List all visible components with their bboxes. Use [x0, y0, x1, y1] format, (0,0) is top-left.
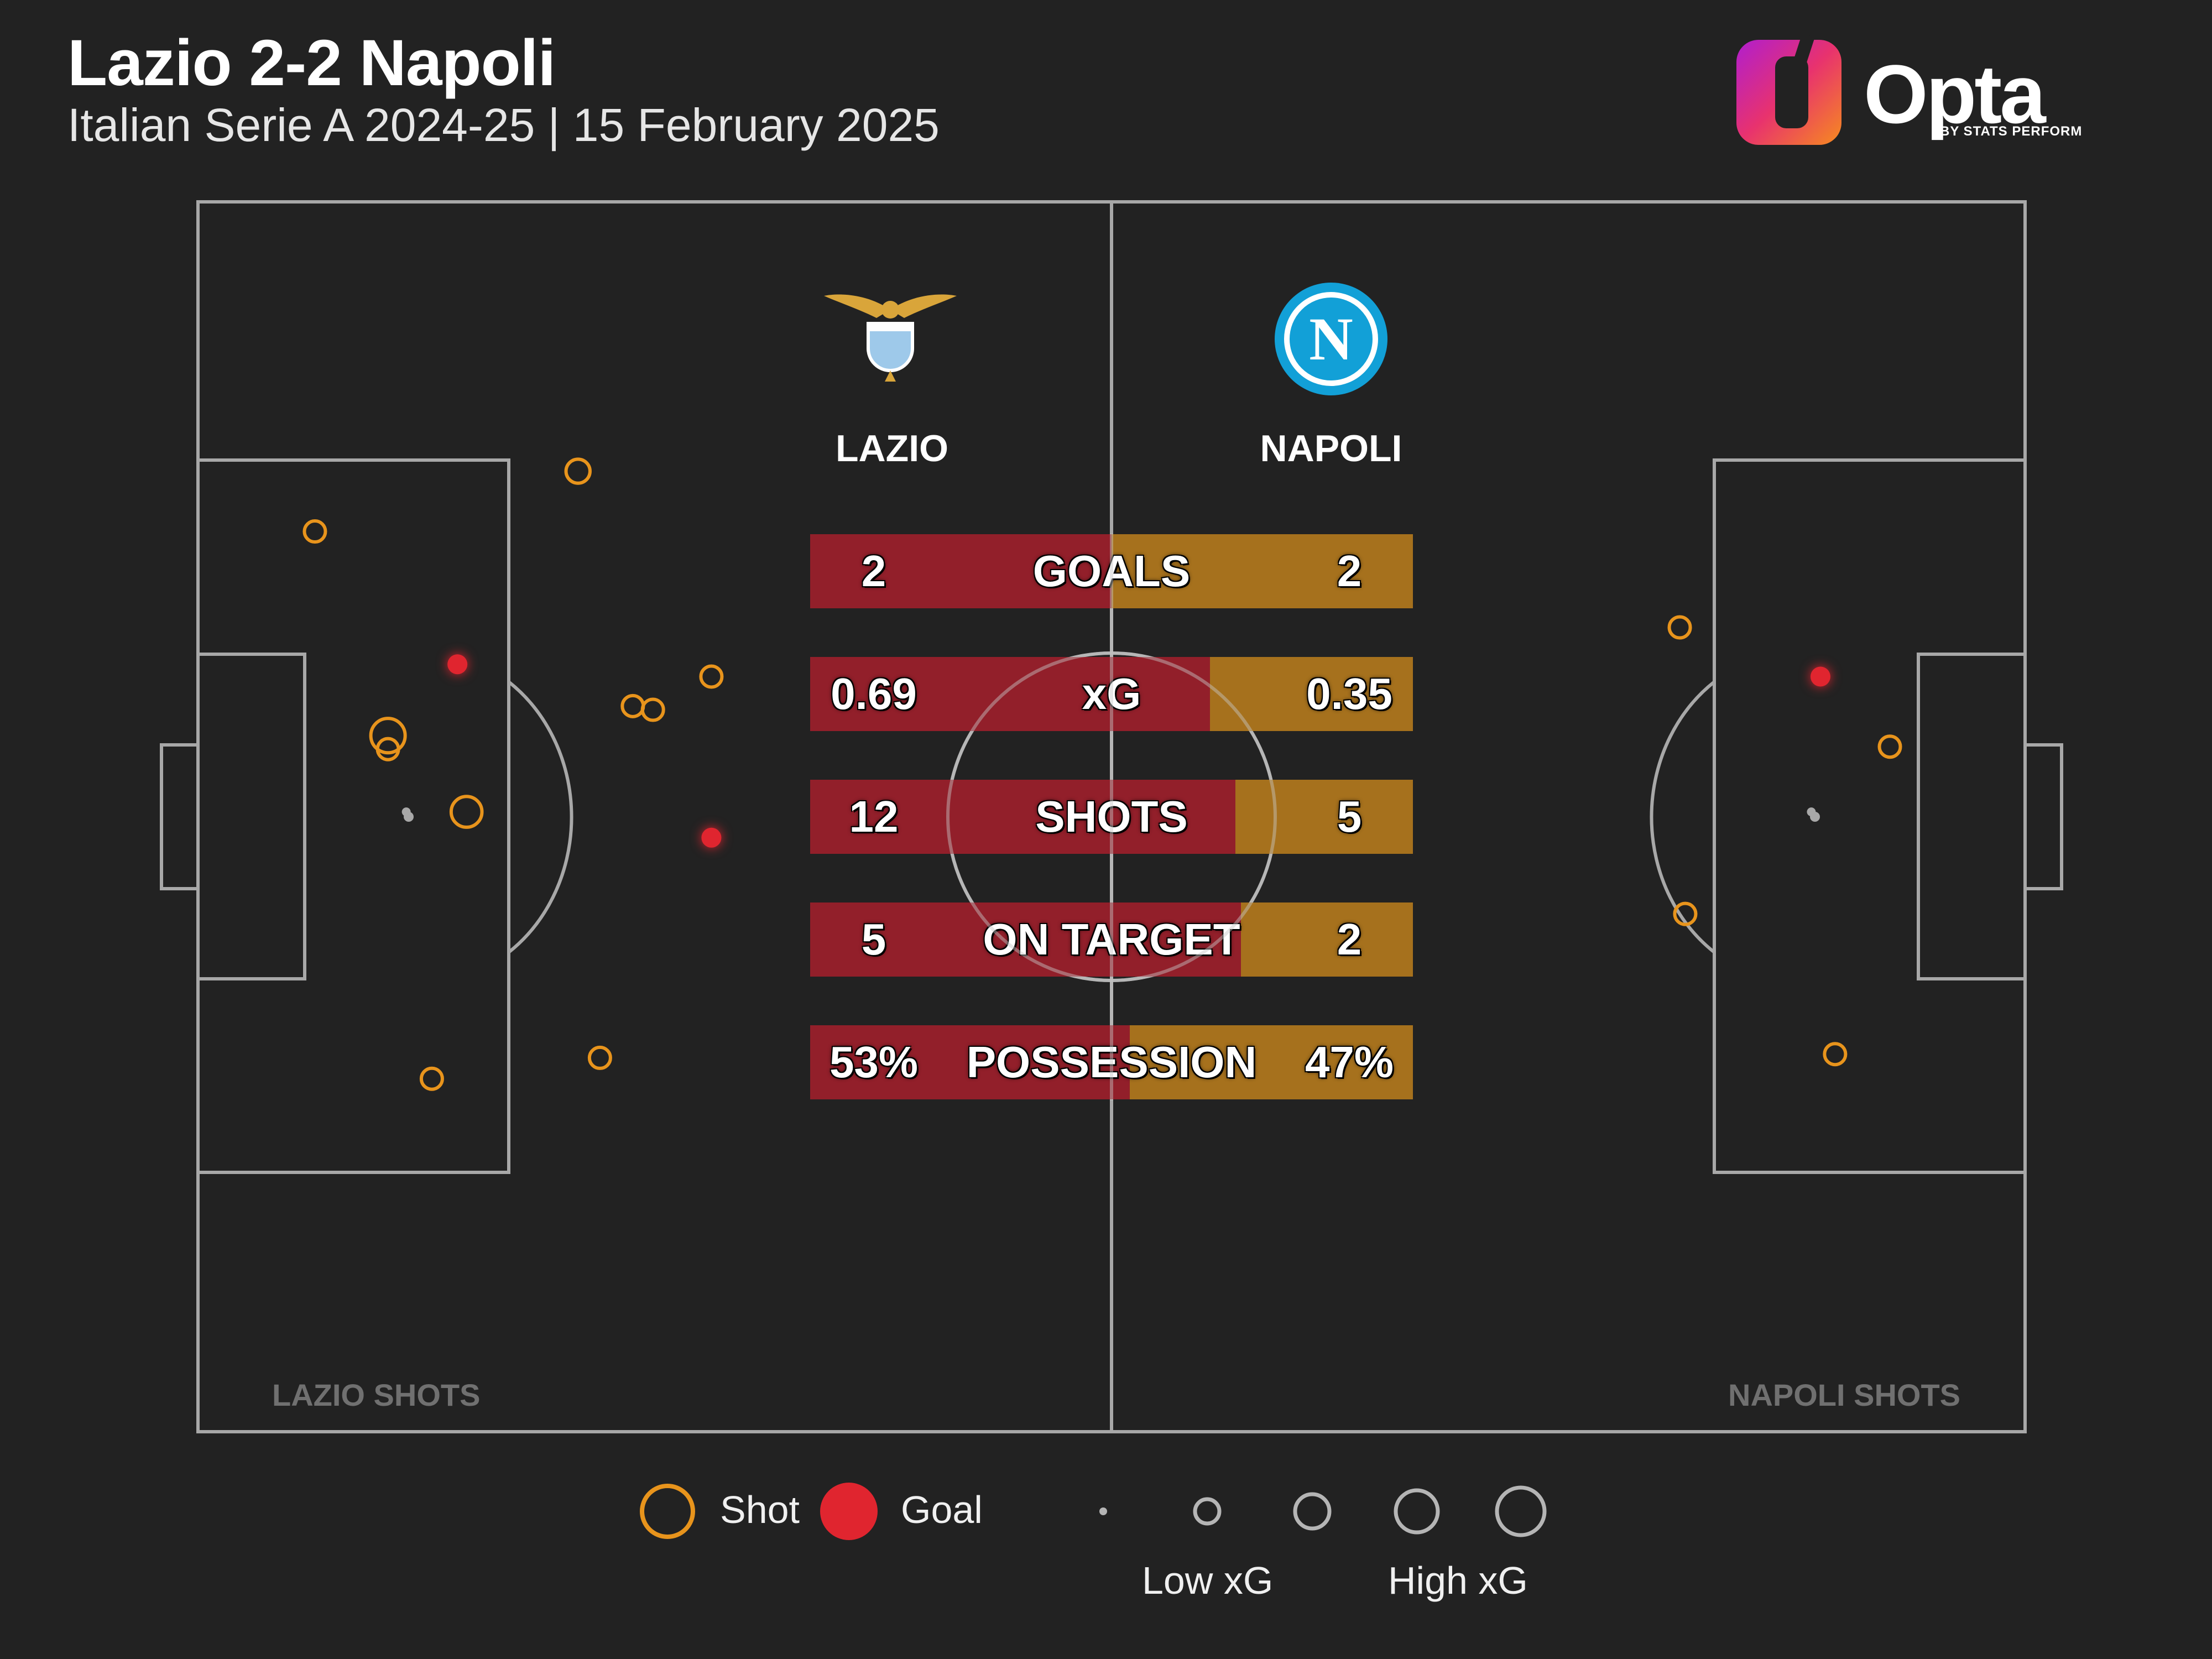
- away-bar-segment: [1210, 657, 1413, 731]
- home-shot-marker: [640, 697, 665, 722]
- stat-bar-on-target: 5 ON TARGET 2: [810, 902, 1413, 977]
- napoli-crest-icon: N: [1275, 283, 1387, 395]
- legend-size-2: [1193, 1497, 1222, 1526]
- home-stat-value: 12: [849, 792, 899, 841]
- home-bar-segment: [810, 1025, 1130, 1099]
- stat-bar-goals: 2 GOALS 2: [810, 534, 1413, 608]
- legend-size-4: [1394, 1488, 1440, 1535]
- away-bar-segment: [1240, 902, 1413, 977]
- opta-tagline: BY STATS PERFORM: [1940, 124, 2083, 139]
- page-subtitle: Italian Serie A 2024-25 | 15 February 20…: [67, 99, 940, 151]
- stat-label: xG: [1082, 669, 1141, 718]
- away-stat-value: 5: [1337, 792, 1362, 841]
- left-goal: [160, 743, 200, 890]
- home-bar-segment: [810, 534, 1112, 608]
- away-shot-marker: [1673, 901, 1698, 926]
- away-stat-value: 2: [1337, 915, 1362, 964]
- legend-goal-label: Goal: [901, 1488, 983, 1531]
- home-stat-value: 0.69: [831, 669, 917, 718]
- home-team-name: LAZIO: [836, 427, 948, 469]
- legend-size-1: [1099, 1507, 1107, 1515]
- napoli-crest-letter: N: [1309, 305, 1353, 373]
- away-shot-marker: [1810, 666, 1830, 687]
- right-goal: [2023, 743, 2063, 890]
- away-shots-label: NAPOLI SHOTS: [1728, 1378, 1961, 1412]
- legend-size-5: [1495, 1485, 1547, 1537]
- opta-wordmark: Opta: [1864, 48, 2046, 140]
- stat-label: ON TARGET: [983, 915, 1240, 964]
- stat-bar-shots: 12 SHOTS 5: [810, 780, 1413, 854]
- right-penalty-area: [1713, 458, 2027, 1174]
- home-shot-marker: [302, 519, 327, 544]
- away-team-name: NAPOLI: [1260, 427, 1402, 469]
- stat-label: POSSESSION: [966, 1037, 1257, 1087]
- right-penalty-arc: [1650, 680, 1715, 954]
- away-shot-marker: [1807, 807, 1816, 817]
- legend-shot-marker: [640, 1484, 695, 1539]
- page-title: Lazio 2-2 Napoli: [67, 27, 556, 100]
- away-shot-marker: [1877, 734, 1902, 759]
- stat-bar-possession: 53% POSSESSION 47%: [810, 1025, 1413, 1099]
- legend-goal-marker: [820, 1483, 878, 1540]
- legend-size-3: [1293, 1492, 1332, 1531]
- home-stat-value: 5: [861, 915, 886, 964]
- home-shot-marker: [620, 693, 645, 718]
- home-shot-marker: [401, 807, 411, 817]
- home-bar-segment: [810, 902, 1241, 977]
- legend-markers: [640, 1483, 1547, 1540]
- stat-bar-xg: 0.69 xG 0.35: [810, 657, 1413, 731]
- shots-layer: [302, 457, 1902, 1091]
- away-shot-marker: [1667, 615, 1692, 640]
- away-shot-marker: [1823, 1042, 1848, 1067]
- home-shot-marker: [587, 1045, 612, 1070]
- legend-shot-label: Shot: [720, 1488, 800, 1531]
- home-shot-marker: [699, 664, 724, 689]
- legend-high-xg-label: High xG: [1388, 1559, 1528, 1602]
- home-shot-marker: [449, 795, 484, 829]
- home-shot-marker: [701, 827, 722, 848]
- left-penalty-arc: [508, 680, 573, 954]
- stat-label: GOALS: [1032, 546, 1191, 596]
- left-six-yard-box: [196, 653, 306, 980]
- home-shot-marker: [375, 737, 400, 761]
- away-stat-value: 2: [1337, 546, 1362, 596]
- home-bar-segment: [810, 780, 1236, 854]
- away-bar-segment: [1235, 780, 1413, 854]
- home-shots-label: LAZIO SHOTS: [272, 1378, 481, 1412]
- away-bar-segment: [1112, 534, 1413, 608]
- away-stat-value: 47%: [1305, 1037, 1394, 1087]
- legend-low-xg-label: Low xG: [1142, 1559, 1274, 1602]
- opta-logo: Opta BY STATS PERFORM: [1736, 29, 2090, 156]
- stat-label: SHOTS: [1035, 792, 1188, 841]
- lazio-crest-icon: [824, 294, 957, 382]
- home-shot-marker: [564, 457, 592, 485]
- away-stat-value: 0.35: [1306, 669, 1392, 718]
- opta-mark-icon: [1736, 33, 1841, 145]
- home-shot-marker: [447, 654, 468, 675]
- away-bar-segment: [1129, 1025, 1413, 1099]
- home-shot-marker: [419, 1066, 444, 1091]
- home-bar-segment: [810, 657, 1211, 731]
- home-shot-marker: [369, 717, 407, 755]
- home-stat-value: 53%: [829, 1037, 919, 1087]
- left-penalty-area: [196, 458, 510, 1174]
- home-stat-value: 2: [861, 546, 886, 596]
- right-six-yard-box: [1917, 653, 2027, 980]
